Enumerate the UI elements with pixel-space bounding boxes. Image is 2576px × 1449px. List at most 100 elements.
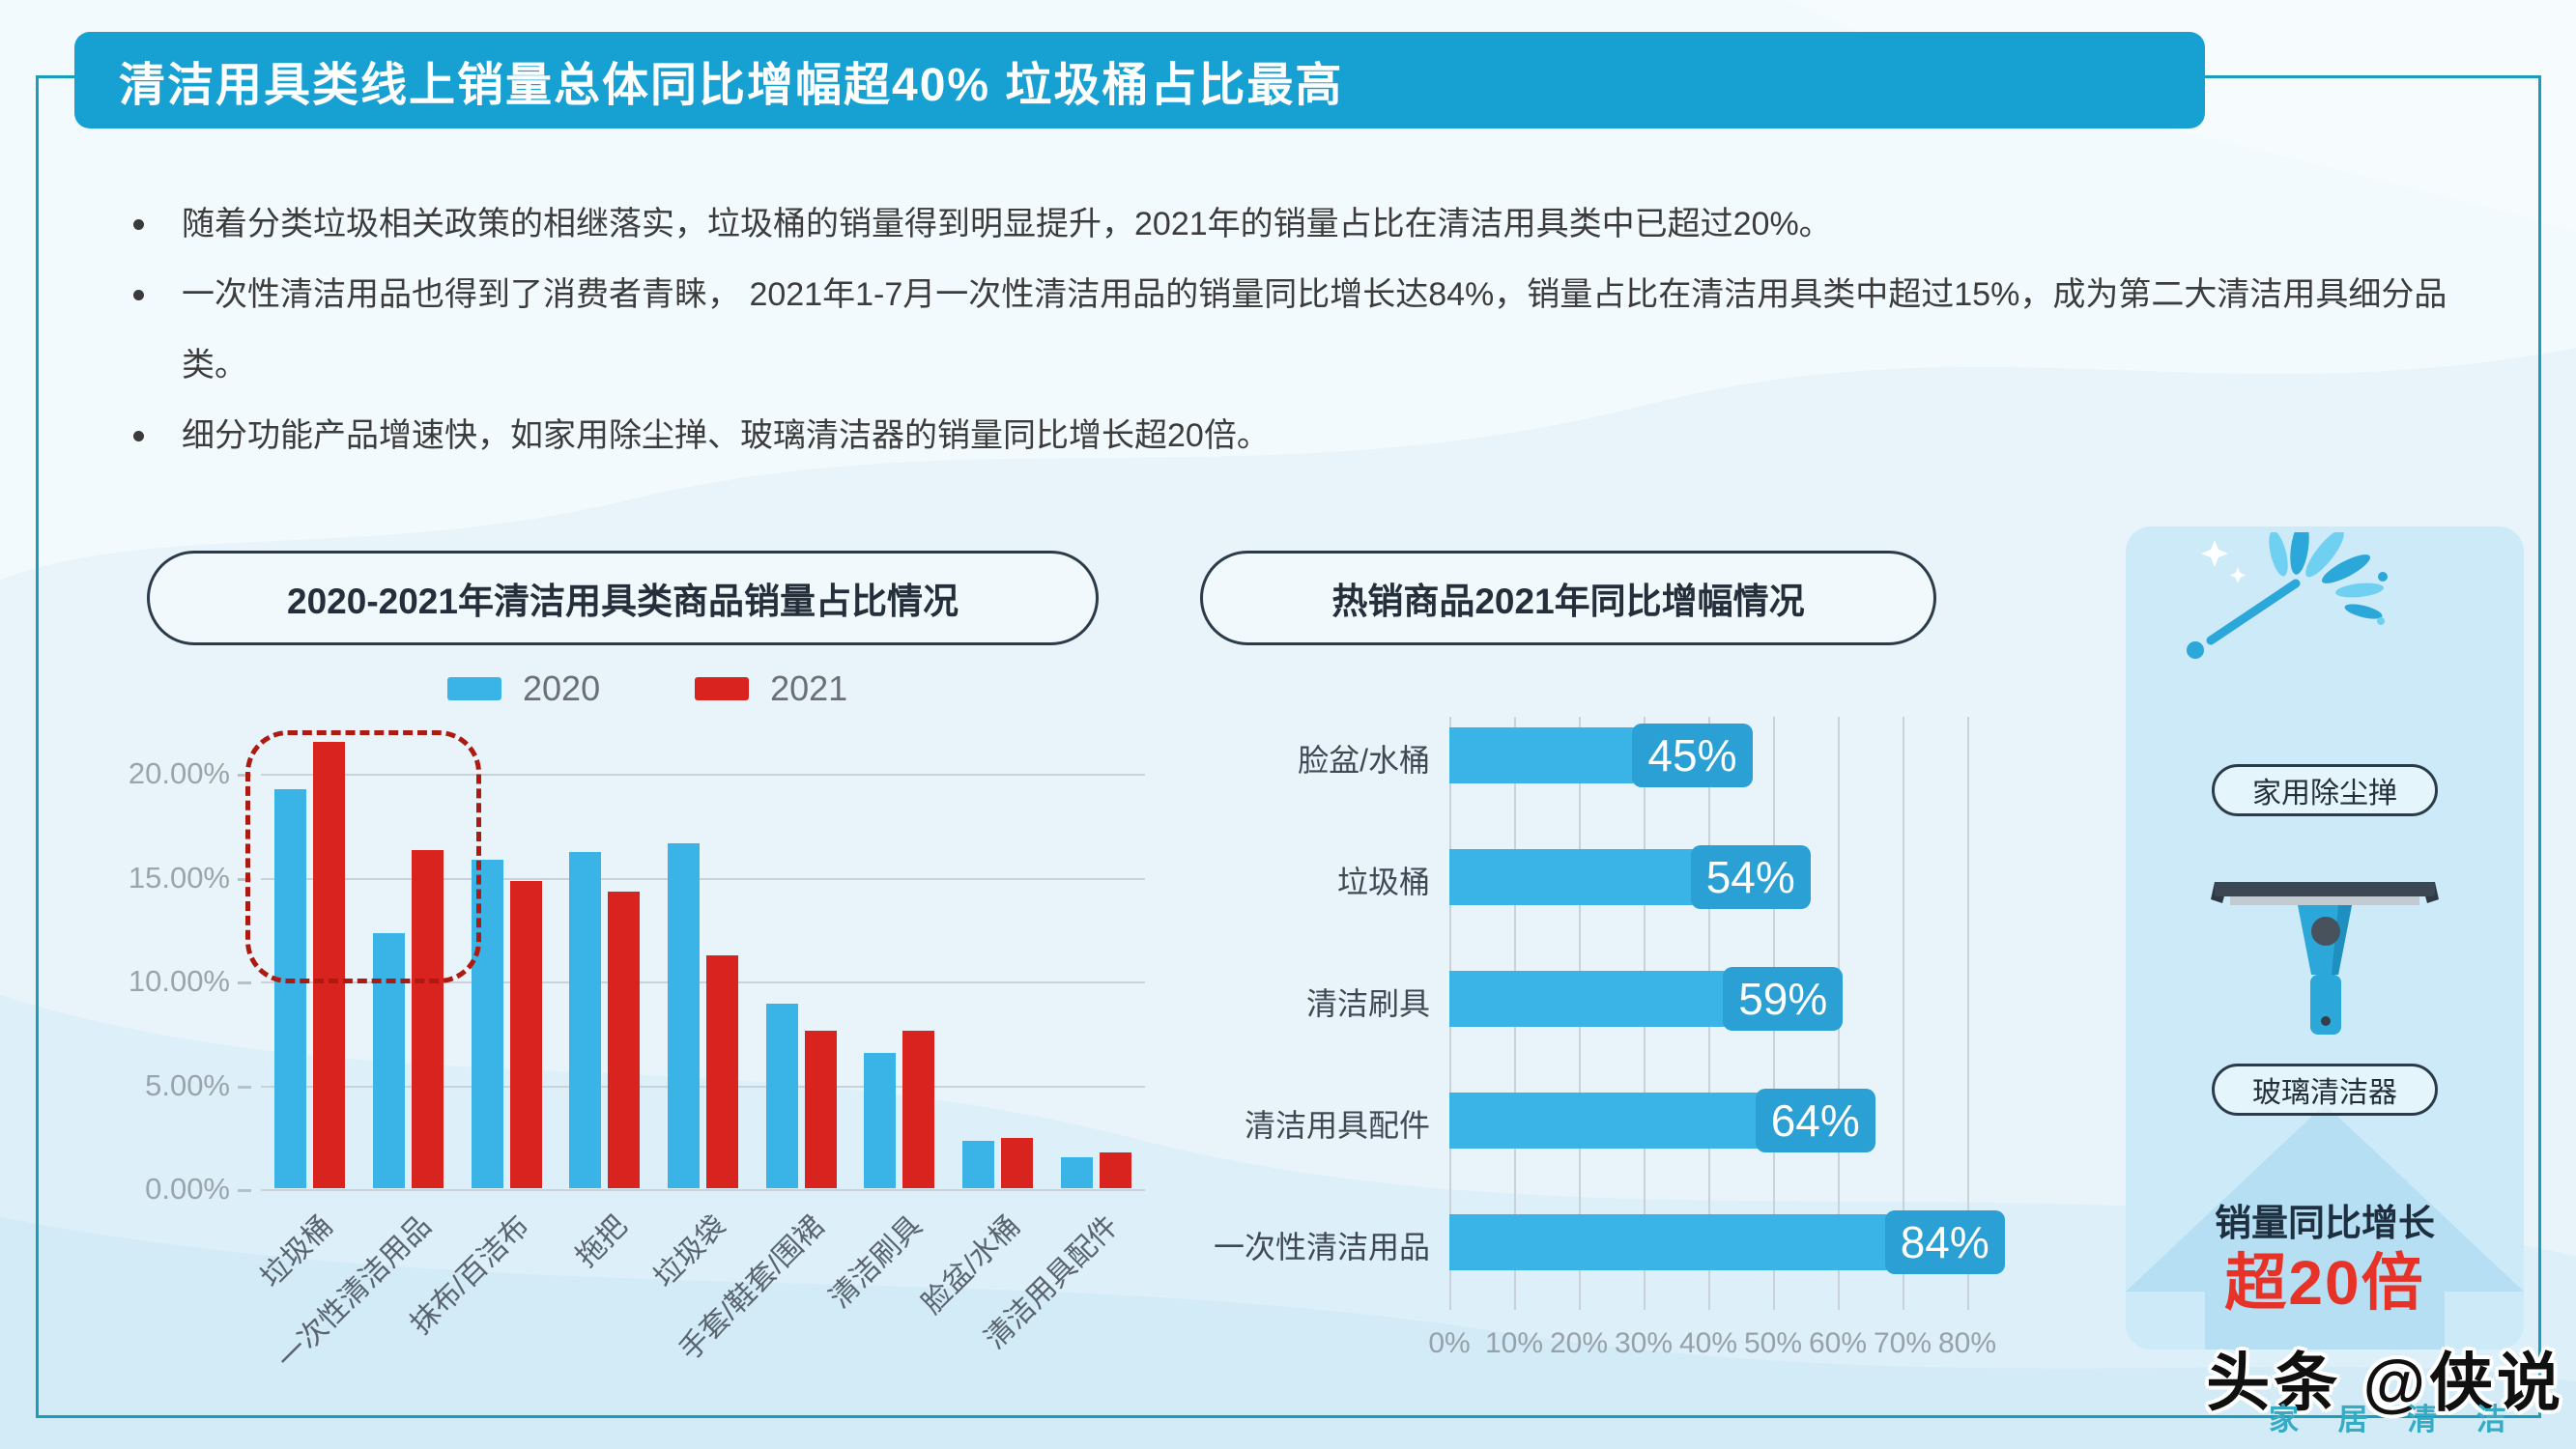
- bar-2021-垃圾桶: [313, 741, 346, 1188]
- vgridline-70%: [1903, 717, 1904, 1310]
- y-axis-tick: [238, 1189, 251, 1192]
- up-arrow-shape: [2126, 1104, 2524, 1350]
- bar-group-抹布/百洁布: [471, 860, 542, 1188]
- bar-2020-垃圾桶: [274, 789, 307, 1188]
- x-axis-label-70%: 70%: [1873, 1327, 1932, 1359]
- bar-group-垃圾袋: [667, 843, 738, 1188]
- page-title: 清洁用具类线上销量总体同比增幅超40% 垃圾桶占比最高: [119, 60, 1344, 111]
- bullet-item-2: 一次性清洁用品也得到了消费者青睐， 2021年1-7月一次性清洁用品的销量同比增…: [114, 260, 2486, 401]
- y-axis-tick: [238, 1085, 251, 1089]
- x-axis-label-20%: 20%: [1549, 1327, 1609, 1359]
- row-label-一次性清洁用品: 一次性清洁用品: [1213, 1230, 1430, 1264]
- bar-2021-清洁刷具: [902, 1030, 935, 1188]
- value-badge-脸盆/水桶: 45%: [1632, 724, 1753, 787]
- x-axis-label-10%: 10%: [1484, 1327, 1544, 1359]
- y-axis-label: 0.00%: [145, 1172, 230, 1206]
- row-label-清洁刷具: 清洁刷具: [1305, 986, 1430, 1021]
- row-bar-清洁用具配件: 64%: [1449, 1089, 1875, 1152]
- value-badge-清洁刷具: 59%: [1723, 967, 1844, 1031]
- bar-2020-清洁刷具: [864, 1053, 897, 1188]
- left-plot: 0.00% 5.00% 10.00% 15.00% 20.00% 垃圾桶 一次性清洁用品 抹布…: [129, 726, 1145, 1376]
- legend-label-2021: 2021: [770, 668, 848, 708]
- legend-label-2020: 2020: [523, 668, 601, 708]
- bars-area: [261, 726, 1145, 1188]
- bar-2020-手套/鞋套/围裙: [765, 1003, 798, 1188]
- row-label-垃圾桶: 垃圾桶: [1336, 865, 1430, 899]
- value-badge-清洁用具配件: 64%: [1755, 1089, 1875, 1152]
- x-axis-label-40%: 40%: [1678, 1327, 1738, 1359]
- row-label-清洁用具配件: 清洁用具配件: [1244, 1108, 1430, 1143]
- watermark-sub: 家 居 清 洁: [2269, 1403, 2522, 1436]
- x-axis-label-30%: 30%: [1614, 1327, 1674, 1359]
- highlight-panel: 家用除尘掸 玻璃清洁器 销量同比增长 超20倍: [2126, 526, 2524, 1350]
- bar-group-清洁用具配件: [1060, 1152, 1131, 1188]
- bar-2020-清洁用具配件: [1060, 1156, 1093, 1188]
- legend-swatch-2020: [447, 677, 501, 700]
- bar-2021-垃圾袋: [705, 955, 738, 1188]
- bar-group-垃圾桶: [274, 741, 346, 1188]
- y-axis-label: 10.00%: [128, 964, 230, 998]
- frame-line-right: [2538, 75, 2541, 1418]
- gridline-0.00%: [261, 1189, 1145, 1191]
- bullet-item-1: 随着分类垃圾相关政策的相继落实，垃圾桶的销量得到明显提升，2021年的销量占比在…: [114, 189, 2486, 260]
- duster-icon: [2187, 532, 2388, 659]
- duster-label-pill: 家用除尘掸: [2212, 764, 2438, 816]
- watermark-main: 头条 @侠说: [2206, 1347, 2564, 1418]
- right-plot: 0% 10% 20% 30% 40% 50% 60% 70% 80% 脸盆/水桶 45% 垃圾桶 54%…: [1208, 717, 2019, 1393]
- bar-2020-脸盆/水桶: [961, 1140, 994, 1188]
- highlight-dashed-box: [245, 730, 481, 983]
- gridline-5.00%: [261, 1085, 1145, 1088]
- legend-item-2021: 2021: [695, 668, 847, 709]
- left-chart-legend: 2020 2021: [447, 668, 847, 709]
- value-badge-一次性清洁用品: 84%: [1884, 1210, 2005, 1274]
- bar-2021-手套/鞋套/围裙: [804, 1030, 837, 1188]
- vgridline-80%: [1967, 717, 1969, 1310]
- x-axis-label-60%: 60%: [1808, 1327, 1868, 1359]
- y-axis-tick: [238, 877, 251, 881]
- bar-group-清洁刷具: [864, 1030, 935, 1188]
- growth-caption: 销量同比增长: [2214, 1204, 2435, 1244]
- title-bar: 清洁用具类线上销量总体同比增幅超40% 垃圾桶占比最高: [74, 32, 2205, 128]
- legend-swatch-2021: [695, 677, 750, 700]
- y-axis-label: 5.00%: [145, 1067, 230, 1102]
- row-bar-垃圾桶: 54%: [1449, 845, 1811, 909]
- row-bar-清洁刷具: 59%: [1449, 967, 1844, 1031]
- bar-2020-拖把: [569, 851, 602, 1188]
- value-badge-垃圾桶: 54%: [1690, 845, 1811, 909]
- bar-group-拖把: [569, 851, 641, 1188]
- gridline-10.00%: [261, 981, 1145, 983]
- bar-2021-一次性清洁用品: [411, 849, 444, 1188]
- y-axis-tick: [238, 774, 251, 777]
- growth-value: 超20倍: [2224, 1248, 2425, 1318]
- frame-line-left: [36, 75, 39, 1418]
- squeegee-icon: [2211, 882, 2439, 1035]
- x-axis-label-0%: 0%: [1428, 1327, 1471, 1359]
- bar-2020-垃圾袋: [667, 843, 700, 1188]
- row-label-脸盆/水桶: 脸盆/水桶: [1298, 743, 1430, 778]
- row-bar-脸盆/水桶: 45%: [1449, 724, 1753, 787]
- y-axis-tick: [238, 981, 251, 984]
- bar-2020-一次性清洁用品: [372, 932, 405, 1188]
- bar-group-手套/鞋套/围裙: [765, 1003, 837, 1188]
- bar-2021-抹布/百洁布: [509, 880, 542, 1188]
- legend-item-2020: 2020: [447, 668, 600, 709]
- bar-group-脸盆/水桶: [961, 1138, 1033, 1188]
- gridline-15.00%: [261, 877, 1145, 880]
- right-chart-title: 热销商品2021年同比增幅情况: [1200, 551, 1936, 645]
- left-chart-title: 2020-2021年清洁用具类商品销量占比情况: [147, 551, 1099, 645]
- bar-2021-拖把: [608, 891, 641, 1188]
- bar-group-一次性清洁用品: [372, 849, 444, 1188]
- bar-2021-脸盆/水桶: [1000, 1138, 1033, 1188]
- frame-line-bottom: [36, 1415, 2541, 1418]
- bullet-item-3: 细分功能产品增速快，如家用除尘掸、玻璃清洁器的销量同比增长超20倍。: [114, 401, 2486, 471]
- gridline-20.00%: [261, 774, 1145, 776]
- row-bar-一次性清洁用品: 84%: [1449, 1210, 2005, 1274]
- sparkle-icon-small: [2230, 567, 2246, 583]
- bar-2021-清洁用具配件: [1099, 1152, 1131, 1188]
- y-axis-label: 15.00%: [128, 860, 230, 895]
- squeegee-label-pill: 玻璃清洁器: [2212, 1064, 2438, 1116]
- x-axis-label-50%: 50%: [1743, 1327, 1803, 1359]
- x-axis-label-80%: 80%: [1937, 1327, 1997, 1359]
- y-axis-label: 20.00%: [128, 756, 230, 790]
